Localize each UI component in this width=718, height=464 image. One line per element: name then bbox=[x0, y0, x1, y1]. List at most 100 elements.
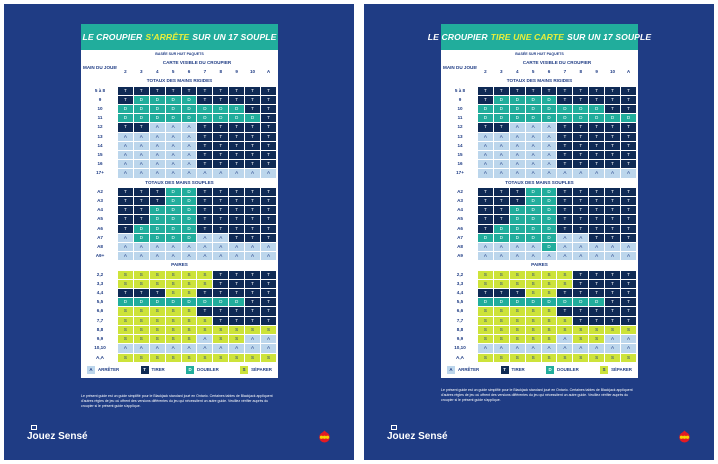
strategy-cell: A bbox=[164, 251, 182, 262]
strategy-cell: A bbox=[244, 168, 262, 179]
strategy-cell: A bbox=[588, 168, 606, 179]
strategy-cell: D bbox=[524, 205, 542, 216]
strategy-cell: S bbox=[540, 352, 558, 363]
strategy-cell: S bbox=[148, 315, 166, 326]
strategy-cell: T bbox=[604, 288, 622, 299]
strategy-cell: D bbox=[477, 297, 494, 308]
strategy-cell: A bbox=[508, 242, 526, 253]
strategy-cell: T bbox=[620, 150, 637, 161]
brand-mark-icon bbox=[391, 425, 397, 430]
strategy-cell: T bbox=[588, 205, 606, 216]
table-row: 9,9 S S S S S A S S A A bbox=[442, 334, 637, 345]
strategy-cell: D bbox=[492, 104, 510, 115]
strategy-cell: S bbox=[196, 278, 214, 290]
strategy-cell: A bbox=[492, 343, 510, 354]
table-row: 16 A A A A A T T T T T bbox=[442, 159, 637, 170]
strategy-cell: D bbox=[540, 186, 558, 198]
strategy-cell: T bbox=[588, 85, 606, 96]
strategy-cell: T bbox=[228, 94, 246, 106]
strategy-cell: D bbox=[540, 297, 558, 308]
strategy-cell: T bbox=[492, 196, 510, 207]
strategy-cell: D bbox=[180, 214, 198, 225]
strategy-cell: S bbox=[164, 269, 182, 280]
strategy-cell: T bbox=[556, 150, 574, 161]
strategy-cell: S bbox=[117, 269, 134, 280]
strategy-cell: T bbox=[244, 131, 262, 142]
section-title: PAIRES bbox=[82, 260, 277, 271]
strategy-cell: D bbox=[540, 214, 558, 225]
legend-label: DOUBLER bbox=[557, 367, 579, 373]
strategy-cell: T bbox=[148, 196, 166, 207]
row-label: 11 bbox=[442, 113, 478, 124]
strategy-cell: S bbox=[180, 324, 198, 336]
strategy-cell: T bbox=[572, 306, 590, 317]
carte-visible-header: CARTE VISIBLE DU CROUPIER bbox=[477, 57, 637, 69]
strategy-cell: A bbox=[524, 159, 542, 170]
strategy-cell: T bbox=[620, 94, 637, 106]
strategy-cell: S bbox=[117, 306, 134, 317]
strategy-cell: T bbox=[260, 288, 277, 299]
strategy-cell: T bbox=[212, 288, 230, 299]
dealer-card-header: 3 bbox=[132, 67, 150, 78]
strategy-cell: T bbox=[244, 150, 262, 161]
strategy-cell: A bbox=[540, 131, 558, 142]
strategy-cell: T bbox=[620, 122, 637, 133]
strategy-cell: D bbox=[524, 104, 542, 115]
strategy-cell: S bbox=[572, 352, 590, 363]
strategy-cell: T bbox=[196, 288, 214, 299]
strategy-cell: A bbox=[164, 140, 182, 152]
strategy-cell: D bbox=[588, 113, 606, 124]
strategy-cell: T bbox=[620, 269, 637, 280]
strategy-cell: T bbox=[556, 205, 574, 216]
strategy-cell: S bbox=[148, 269, 166, 280]
strategy-cell: A bbox=[508, 251, 526, 262]
strategy-cell: A bbox=[524, 122, 542, 133]
strategy-cell: T bbox=[604, 122, 622, 133]
strategy-cell: T bbox=[196, 85, 214, 96]
strategy-cell: T bbox=[572, 196, 590, 207]
strategy-cell: D bbox=[117, 113, 134, 124]
strategy-cell: T bbox=[620, 196, 637, 207]
table-row: 4,4 T T T S S T T T T T bbox=[442, 288, 637, 299]
strategy-cell: T bbox=[244, 232, 262, 244]
table-row: A6 T D D D D T T T T T bbox=[442, 223, 637, 234]
strategy-cell: A bbox=[492, 242, 510, 253]
strategy-cell: S bbox=[524, 278, 542, 290]
strategy-cell: S bbox=[524, 269, 542, 280]
strategy-cell: S bbox=[212, 352, 230, 363]
strategy-cell: A bbox=[508, 343, 526, 354]
strategy-cell: D bbox=[148, 297, 166, 308]
row-label: 10 bbox=[82, 104, 118, 115]
strategy-cell: D bbox=[524, 232, 542, 244]
strategy-cell: S bbox=[588, 324, 606, 336]
strategy-cell: T bbox=[588, 306, 606, 317]
strategy-cell: D bbox=[132, 223, 150, 234]
strategy-cell: A bbox=[620, 343, 637, 354]
strategy-cell: T bbox=[117, 85, 134, 96]
table-row: A7 A D D D D A A T T T bbox=[82, 232, 277, 244]
strategy-cell: A bbox=[540, 159, 558, 170]
strategy-cell: T bbox=[620, 140, 637, 152]
table-row: 9,9 S S S S S A S S A A bbox=[82, 334, 277, 345]
dealer-card-header: 7 bbox=[196, 67, 214, 78]
strategy-cell: T bbox=[244, 94, 262, 106]
strategy-cell: A bbox=[620, 242, 637, 253]
strategy-cell: T bbox=[228, 159, 246, 170]
strategy-cell: D bbox=[148, 214, 166, 225]
dealer-card-header: 2 bbox=[477, 67, 494, 78]
title-prefix: LE CROUPIER bbox=[427, 32, 488, 42]
strategy-cell: D bbox=[556, 113, 574, 124]
strategy-cell: T bbox=[244, 288, 262, 299]
strategy-cell: T bbox=[117, 223, 134, 234]
strategy-cell: S bbox=[492, 324, 510, 336]
strategy-cell: A bbox=[180, 122, 198, 133]
strategy-cell: A bbox=[492, 168, 510, 179]
legend-item: D DOUBLER bbox=[186, 365, 219, 374]
strategy-cell: A bbox=[117, 232, 134, 244]
strategy-cell: S bbox=[477, 306, 494, 317]
strategy-cell: A bbox=[260, 251, 277, 262]
strategy-cell: D bbox=[212, 297, 230, 308]
strategy-cell: D bbox=[228, 113, 246, 124]
strategy-cell: D bbox=[180, 186, 198, 198]
strategy-cell: A bbox=[244, 242, 262, 253]
